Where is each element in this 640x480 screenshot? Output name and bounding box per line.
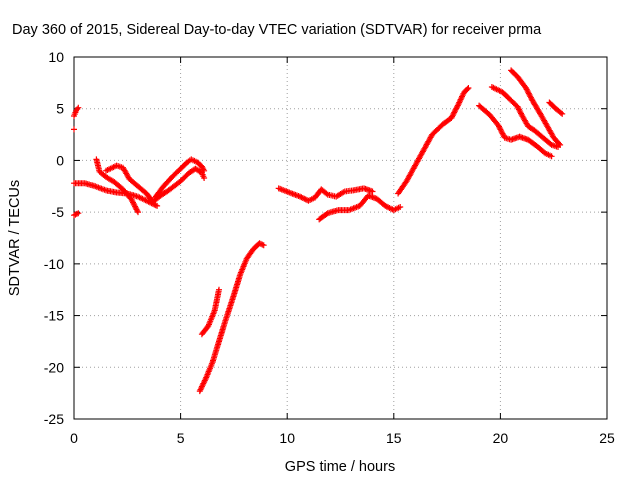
y-tick-label: -10	[44, 256, 64, 272]
data-series	[93, 156, 141, 216]
y-tick-label: 10	[48, 49, 64, 65]
data-point	[201, 167, 208, 174]
data-points	[71, 67, 566, 395]
grid	[74, 57, 607, 419]
y-tick-label: 0	[56, 152, 64, 168]
data-series	[316, 192, 404, 223]
y-axis-label: SDTVAR / TECUs	[7, 180, 23, 296]
data-point	[524, 87, 531, 94]
data-point	[135, 209, 141, 216]
x-tick-label: 0	[70, 430, 78, 446]
data-point	[464, 86, 471, 93]
data-point	[75, 210, 82, 217]
data-point	[557, 109, 564, 116]
x-tick-label: 10	[279, 430, 295, 446]
data-point	[75, 104, 82, 111]
data-point	[71, 126, 77, 133]
data-point	[154, 202, 161, 209]
data-point	[557, 141, 564, 148]
x-axis-label: GPS time / hours	[285, 459, 395, 475]
data-series	[546, 99, 566, 117]
y-tick-label: -5	[52, 204, 65, 220]
data-series	[71, 104, 82, 119]
data-series	[196, 240, 267, 395]
y-tick-label: -15	[44, 308, 64, 324]
data-series	[476, 102, 555, 160]
y-tick-label: 5	[56, 101, 64, 117]
data-series	[103, 162, 208, 205]
data-point	[201, 175, 208, 181]
x-tick-label: 20	[493, 430, 509, 446]
data-series	[71, 126, 77, 133]
data-point	[556, 140, 562, 147]
x-tick-label: 15	[386, 430, 402, 446]
chart-title: Day 360 of 2015, Sidereal Day-to-day VTE…	[12, 22, 542, 38]
axis-ticks: 0 5 10 15 20 25 -25 -20 -15 -10 -5 0 5 10	[44, 49, 615, 446]
data-point	[465, 85, 472, 91]
data-point	[216, 286, 222, 293]
data-series	[488, 84, 561, 150]
data-point	[548, 153, 555, 160]
data-point	[369, 188, 376, 195]
y-tick-label: -25	[44, 411, 64, 427]
x-tick-label: 5	[177, 430, 185, 446]
data-series	[395, 85, 472, 197]
data-point	[559, 110, 566, 117]
y-tick-label: -20	[44, 359, 64, 375]
plot-frame	[73, 56, 608, 420]
x-tick-label: 25	[599, 430, 615, 446]
data-series	[198, 286, 222, 338]
data-point	[134, 207, 141, 214]
data-series	[152, 156, 208, 201]
data-point	[397, 204, 404, 210]
data-point	[260, 242, 267, 249]
data-series	[508, 67, 564, 148]
data-series	[275, 185, 376, 204]
data-series	[71, 210, 82, 219]
